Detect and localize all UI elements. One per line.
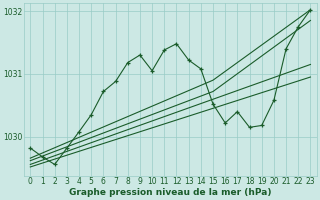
X-axis label: Graphe pression niveau de la mer (hPa): Graphe pression niveau de la mer (hPa) (69, 188, 272, 197)
